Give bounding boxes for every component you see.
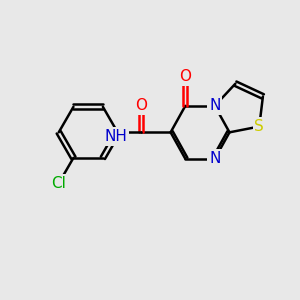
Text: O: O [135,98,147,113]
Text: O: O [179,69,191,84]
Text: NH: NH [105,129,128,144]
Text: S: S [254,119,264,134]
Text: Cl: Cl [51,176,66,191]
Text: N: N [209,151,220,166]
Text: N: N [209,98,220,113]
